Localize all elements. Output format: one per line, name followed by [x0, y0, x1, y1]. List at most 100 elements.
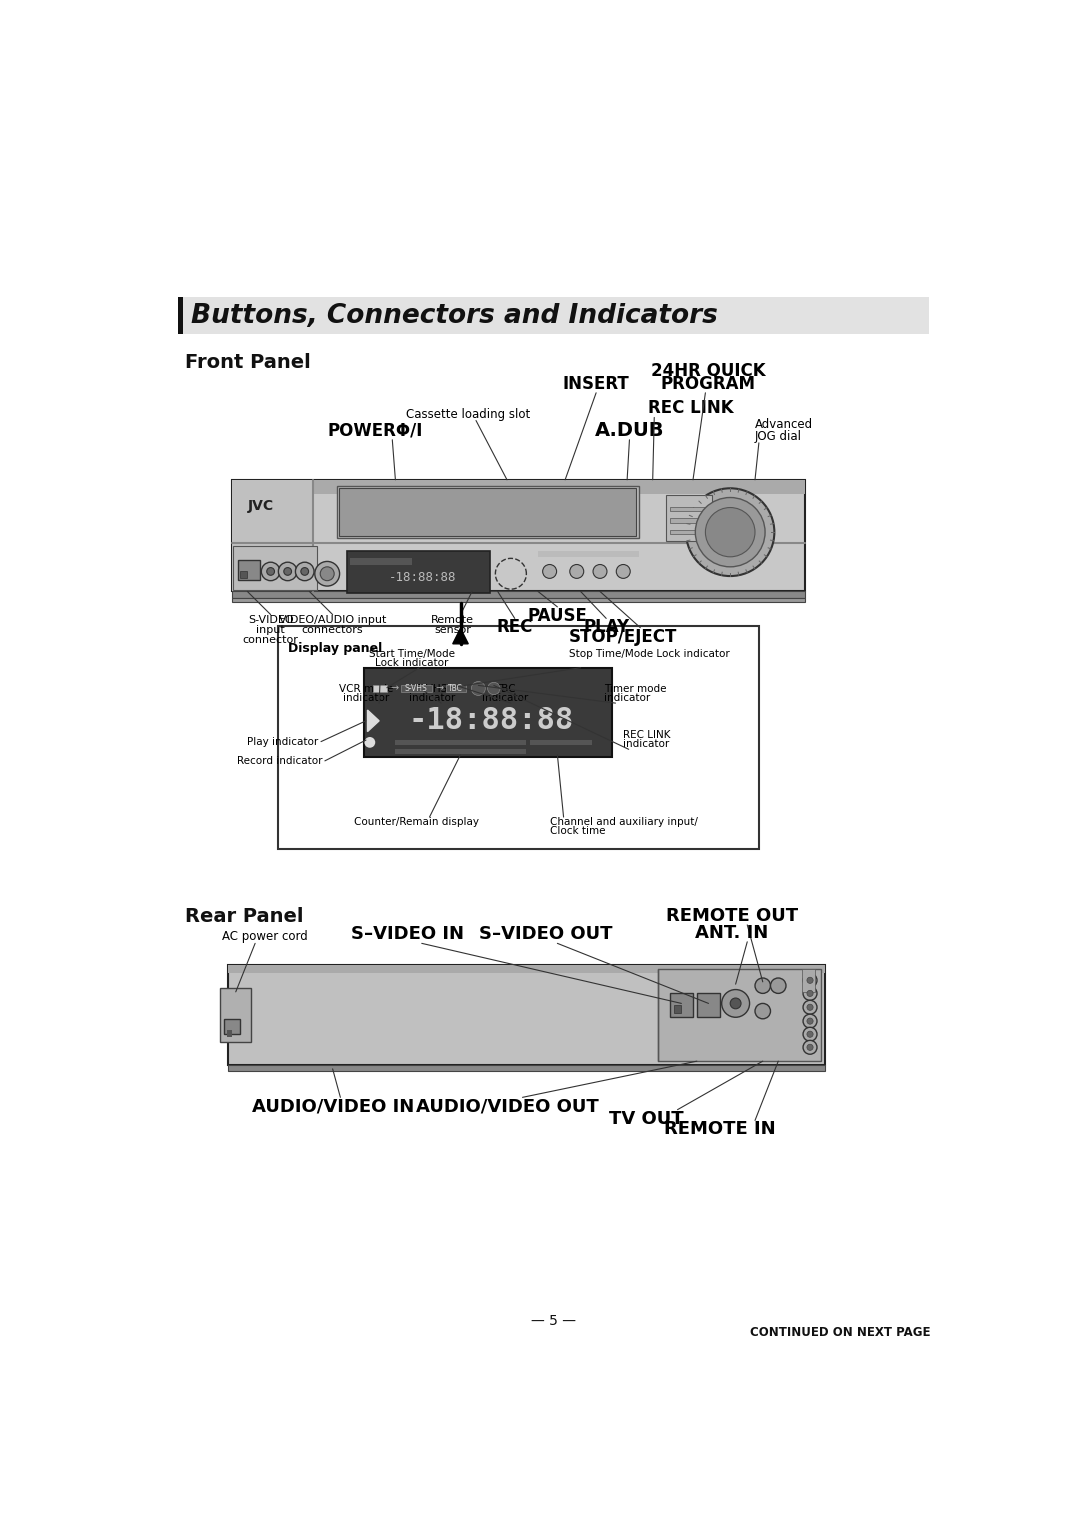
Bar [228, 964, 825, 973]
Bar [225, 1019, 240, 1034]
Circle shape [267, 567, 274, 575]
Text: — 5 —: — 5 — [531, 1314, 576, 1328]
Text: →: → [391, 683, 399, 694]
Text: S-VIDEO: S-VIDEO [247, 614, 294, 625]
Circle shape [570, 564, 583, 579]
Text: input: input [256, 625, 285, 634]
Circle shape [686, 489, 774, 576]
Text: →: → [435, 683, 444, 694]
Bar [232, 480, 806, 494]
Bar [228, 1065, 825, 1071]
Polygon shape [367, 711, 379, 732]
Text: TBC: TBC [495, 685, 516, 694]
Circle shape [696, 498, 765, 567]
Text: -18:88:88: -18:88:88 [389, 571, 456, 585]
Bar [279, 626, 759, 850]
Bar [238, 559, 260, 581]
Bar [232, 591, 806, 597]
Polygon shape [453, 628, 469, 643]
Bar [228, 964, 825, 1065]
Circle shape [807, 990, 813, 996]
Text: A.DUB: A.DUB [595, 420, 664, 440]
Text: POWERΦ/I: POWERΦ/I [327, 422, 423, 440]
Circle shape [807, 1031, 813, 1038]
Text: TBC: TBC [448, 685, 463, 694]
Text: indicator: indicator [408, 694, 455, 703]
Bar [446, 686, 465, 692]
Text: Rear Panel: Rear Panel [186, 908, 303, 926]
Text: connectors: connectors [301, 625, 364, 634]
Text: JVC: JVC [247, 500, 273, 513]
Circle shape [804, 973, 816, 987]
Circle shape [593, 564, 607, 579]
Text: ANT. IN: ANT. IN [696, 924, 768, 941]
Text: Buttons, Connectors and Indicators: Buttons, Connectors and Indicators [191, 303, 718, 329]
Circle shape [279, 562, 297, 581]
Circle shape [770, 978, 786, 993]
Bar [670, 530, 708, 535]
Circle shape [301, 567, 309, 575]
Text: Display panel: Display panel [287, 642, 382, 654]
Bar [674, 1005, 681, 1013]
Text: indicator: indicator [623, 740, 670, 749]
Text: Clock time: Clock time [550, 827, 605, 836]
Text: REC LINK: REC LINK [648, 399, 733, 417]
Circle shape [755, 978, 770, 993]
Circle shape [807, 1018, 813, 1024]
Circle shape [804, 1001, 816, 1015]
Text: AUDIO/VIDEO OUT: AUDIO/VIDEO OUT [416, 1097, 598, 1115]
Text: PAUSE: PAUSE [527, 607, 588, 625]
Text: indicator: indicator [342, 694, 389, 703]
Text: S–VIDEO OUT: S–VIDEO OUT [480, 926, 612, 943]
Text: Channel and auxiliary input/: Channel and auxiliary input/ [550, 817, 698, 827]
Circle shape [721, 990, 750, 1018]
Bar [670, 518, 708, 523]
Circle shape [807, 978, 813, 984]
Bar [339, 489, 636, 536]
Text: TV OUT: TV OUT [609, 1109, 684, 1128]
Bar [227, 1030, 232, 1038]
Text: Play indicator: Play indicator [247, 736, 319, 747]
Text: VIDEO/AUDIO input: VIDEO/AUDIO input [279, 614, 387, 625]
Circle shape [804, 987, 816, 1001]
Text: sensor: sensor [434, 625, 471, 634]
Bar [530, 740, 592, 746]
Text: REMOTE OUT: REMOTE OUT [665, 908, 798, 924]
Text: Record indicator: Record indicator [237, 756, 323, 766]
Bar [697, 993, 720, 1016]
Circle shape [730, 998, 741, 1008]
Text: connector: connector [243, 634, 298, 645]
Bar [220, 989, 252, 1042]
Text: REC: REC [497, 619, 532, 636]
Circle shape [321, 567, 334, 581]
Text: S-VHS: S-VHS [405, 685, 428, 694]
Circle shape [807, 1044, 813, 1050]
Bar [337, 486, 638, 538]
Bar [801, 969, 815, 992]
Circle shape [804, 1027, 816, 1041]
Text: PLAY: PLAY [583, 619, 630, 636]
Bar [232, 480, 806, 591]
Text: PROGRAM: PROGRAM [661, 374, 756, 393]
Bar [177, 298, 930, 335]
Circle shape [296, 562, 314, 581]
Text: Remote: Remote [431, 614, 474, 625]
Bar [350, 558, 413, 564]
Text: Front Panel: Front Panel [186, 353, 311, 371]
Text: VCR mode: VCR mode [339, 685, 393, 694]
Text: REMOTE IN: REMOTE IN [664, 1120, 775, 1138]
Text: AUDIO/VIDEO IN: AUDIO/VIDEO IN [252, 1097, 414, 1115]
Circle shape [364, 736, 375, 747]
Text: S-VHS: S-VHS [416, 685, 447, 694]
Bar [347, 550, 490, 593]
Bar [232, 480, 313, 591]
Bar [177, 298, 183, 335]
Text: Counter/Remain display: Counter/Remain display [354, 817, 478, 827]
Bar [401, 686, 432, 692]
Circle shape [804, 1041, 816, 1054]
Text: Advanced: Advanced [755, 419, 813, 431]
Circle shape [807, 1004, 813, 1010]
Text: REC LINK: REC LINK [623, 730, 671, 740]
Text: indicator: indicator [483, 694, 528, 703]
Bar [670, 507, 708, 512]
